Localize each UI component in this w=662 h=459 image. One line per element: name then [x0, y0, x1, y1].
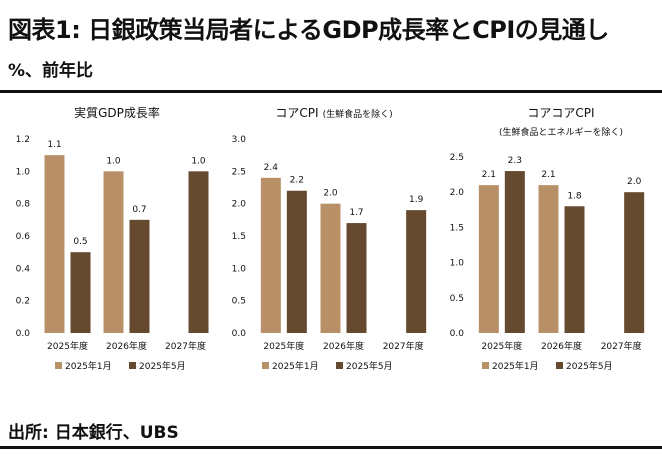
y-tick-label: 1.0 — [16, 167, 31, 177]
chart-title-main: 実質GDP成長率 — [74, 105, 160, 120]
x-category-label: 2026年度 — [323, 340, 364, 352]
y-tick-label: 0.2 — [16, 297, 30, 307]
y-tick-label: 1.2 — [16, 135, 30, 145]
data-label: 1.8 — [567, 191, 582, 201]
chart-title-main: コアCPI — [275, 106, 318, 120]
data-label: 2.4 — [264, 163, 279, 173]
legend-label: 2025年1月 — [272, 360, 319, 372]
data-label: 2.0 — [627, 177, 642, 187]
bar-jan-2 — [320, 203, 341, 333]
bar-jan-1 — [44, 155, 65, 333]
legend-label: 2025年5月 — [346, 360, 393, 372]
bar-may-3 — [406, 210, 427, 333]
bar-jan-2 — [538, 185, 559, 333]
source-note: 出所: 日本銀行、UBS — [8, 423, 179, 443]
x-category-label: 2027年度 — [601, 340, 642, 352]
data-label: 1.0 — [191, 156, 206, 166]
y-tick-label: 0.5 — [232, 297, 246, 307]
y-tick-label: 1.5 — [232, 232, 246, 242]
bar-may-3 — [624, 192, 645, 333]
y-tick-label: 0.4 — [16, 264, 31, 274]
y-tick-label: 0.8 — [16, 200, 31, 210]
data-label: 2.2 — [290, 176, 304, 186]
bar-jan-1 — [478, 185, 499, 333]
page-title: 図表1: 日銀政策当局者によるGDP成長率とCPIの見通し — [8, 16, 609, 44]
bar-may-1 — [286, 190, 307, 333]
data-label: 1.9 — [409, 195, 424, 205]
legend-label: 2025年5月 — [139, 360, 186, 372]
legend-swatch-jan — [482, 362, 489, 369]
bar-may-2 — [346, 223, 367, 333]
data-label: 2.1 — [541, 170, 555, 180]
chart-title: コアCPI (生鮮食品を除く) — [275, 106, 392, 120]
chart-panel-3: コアコアCPI (生鮮食品とエネルギーを除く) 0.0 0.5 1.0 1.5 2.0 2.5… — [450, 106, 645, 372]
legend-swatch-may — [336, 362, 343, 369]
y-tick-label: 3.0 — [232, 135, 247, 145]
y-tick-label: 0.5 — [450, 294, 464, 304]
legend-swatch-may — [129, 362, 136, 369]
bar-may-2 — [129, 219, 150, 333]
y-tick-label: 2.0 — [232, 200, 247, 210]
y-tick-label: 1.5 — [450, 223, 464, 233]
y-tick-label: 2.5 — [450, 153, 464, 163]
bar-jan-2 — [103, 171, 124, 333]
x-category-label: 2026年度 — [106, 340, 147, 352]
y-tick-label: 2.5 — [232, 167, 246, 177]
data-label: 0.7 — [132, 205, 146, 215]
y-tick-label: 1.0 — [450, 259, 465, 269]
data-label: 1.7 — [349, 208, 363, 218]
chart-subtitle: (生鮮食品を除く) — [323, 108, 393, 120]
legend-label: 2025年1月 — [65, 360, 112, 372]
top-rule — [0, 90, 662, 93]
data-label: 1.1 — [47, 140, 61, 150]
y-tick-label: 2.0 — [450, 188, 465, 198]
y-tick-label: 0.0 — [232, 329, 247, 339]
x-category-label: 2025年度 — [263, 340, 304, 352]
bar-may-1 — [70, 252, 91, 333]
unit-subtitle: %、前年比 — [8, 61, 94, 81]
data-label: 2.3 — [508, 156, 522, 166]
legend-label: 2025年5月 — [566, 360, 613, 372]
y-tick-label: 1.0 — [232, 264, 247, 274]
data-label: 2.0 — [323, 189, 338, 199]
bar-jan-1 — [260, 177, 281, 333]
data-label: 1.0 — [106, 156, 121, 166]
legend-swatch-jan — [262, 362, 269, 369]
chart-subtitle: (生鮮食品とエネルギーを除く) — [499, 126, 623, 138]
bar-may-2 — [564, 206, 585, 333]
bar-may-3 — [188, 171, 209, 333]
y-tick-label: 0.6 — [16, 232, 31, 242]
chart-title: 実質GDP成長率 — [74, 105, 160, 120]
legend-label: 2025年1月 — [492, 360, 539, 372]
legend-swatch-jan — [55, 362, 62, 369]
chart-title: コアコアCPI — [527, 106, 594, 120]
legend-swatch-may — [556, 362, 563, 369]
chart-panel-1: 実質GDP成長率 0.0 0.2 0.4 0.6 0.8 1.0 1.2 1.1 0.5 2025年… — [16, 105, 209, 372]
chart-panel-2: コアCPI (生鮮食品を除く) 0.0 0.5 1.0 1.5 2.0 2.5 3.0 2.4 2.… — [232, 106, 427, 372]
y-tick-label: 0.0 — [16, 329, 31, 339]
x-category-label: 2025年度 — [47, 340, 88, 352]
x-category-label: 2027年度 — [383, 340, 424, 352]
bar-may-1 — [504, 171, 525, 333]
x-category-label: 2027年度 — [165, 340, 206, 352]
data-label: 2.1 — [482, 170, 496, 180]
bottom-rule — [0, 446, 662, 449]
x-category-label: 2025年度 — [481, 340, 522, 352]
y-tick-label: 0.0 — [450, 329, 465, 339]
data-label: 0.5 — [73, 237, 87, 247]
x-category-label: 2026年度 — [541, 340, 582, 352]
